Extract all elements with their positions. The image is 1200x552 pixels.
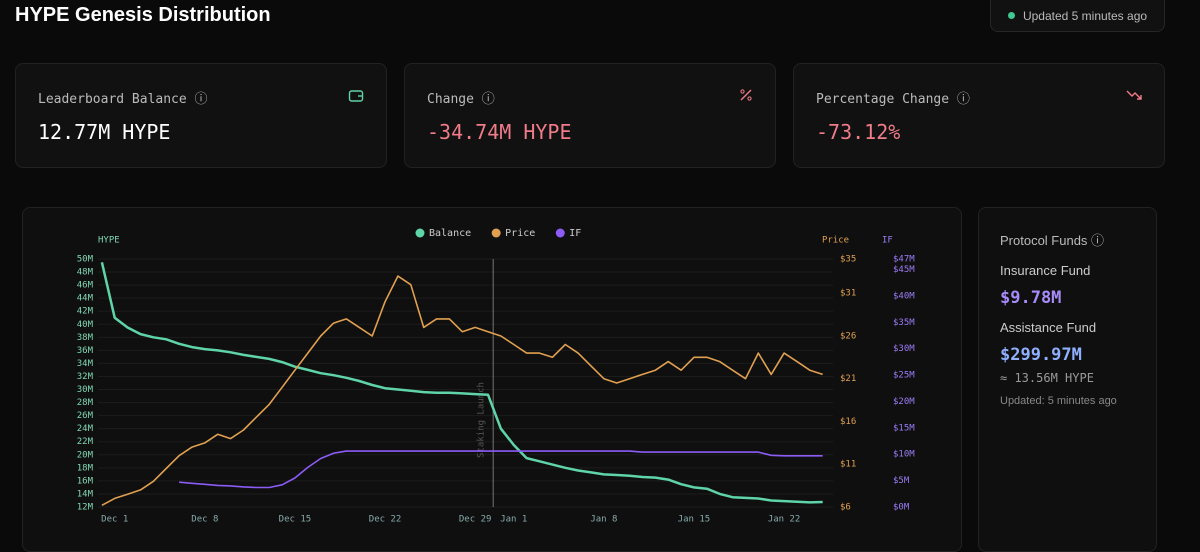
y2-tick-label: $11: [840, 460, 856, 470]
y-tick-label: 18M: [77, 463, 94, 473]
x-tick-label: Jan 15: [678, 515, 711, 525]
card-label: Leaderboard Balance ⓘ: [38, 92, 208, 107]
percent-icon: [740, 89, 752, 101]
y-tick-label: 20M: [77, 450, 94, 460]
x-tick-label: Dec 29: [459, 515, 492, 525]
legend-label: Price: [505, 228, 535, 239]
y2-axis-title: Price: [822, 236, 849, 246]
series-line: [179, 450, 823, 489]
card-label: Change ⓘ: [427, 92, 495, 107]
y3-tick-label: $25M: [893, 371, 915, 381]
page-title: HYPE Genesis Distribution: [15, 4, 271, 26]
card-label-text: Change: [427, 92, 474, 107]
legend-swatch: [555, 228, 565, 238]
y-tick-label: 38M: [77, 333, 94, 343]
y-tick-label: 46M: [77, 281, 94, 291]
y-tick-label: 22M: [77, 437, 94, 447]
y-tick-label: 42M: [77, 307, 94, 317]
legend-label: IF: [569, 228, 581, 239]
y-tick-label: 12M: [77, 503, 94, 513]
fund-value: $9.78M: [1000, 288, 1062, 308]
annotation-label: Staking Launch: [477, 382, 487, 458]
stat-card: Leaderboard Balance ⓘ 12.77M HYPE: [15, 63, 387, 168]
x-tick-label: Dec 15: [279, 515, 312, 525]
y-tick-label: 48M: [77, 268, 94, 278]
card-value: -34.74M HYPE: [427, 120, 572, 144]
card-value: 12.77M HYPE: [38, 120, 171, 144]
card-label: Percentage Change ⓘ: [816, 92, 970, 107]
x-tick-label: Dec 22: [369, 515, 402, 525]
status-dot: [1007, 12, 1015, 19]
y-tick-label: 36M: [77, 346, 94, 356]
y-tick-label: 28M: [77, 398, 94, 408]
y-tick-label: 14M: [77, 489, 94, 499]
y-tick-label: 24M: [77, 424, 94, 434]
trend-down-icon: [1126, 90, 1142, 100]
y-tick-label: 34M: [77, 359, 94, 369]
y-tick-label: 32M: [77, 372, 94, 382]
panel-title: Protocol Funds ⓘ: [1000, 233, 1105, 248]
y2-tick-label: $21: [840, 374, 856, 384]
x-tick-label: Jan 22: [768, 515, 801, 525]
legend-label: Balance: [429, 228, 471, 239]
fund-label: Insurance Fund: [1000, 263, 1091, 278]
status-text: Updated 5 minutes ago: [1022, 8, 1148, 23]
y2-tick-label: $26: [840, 331, 856, 341]
status-badge: Updated 5 minutes ago: [990, 0, 1165, 32]
y-tick-label: 44M: [77, 294, 94, 304]
series-line: [100, 262, 823, 504]
fund-note: ≈ 13.56M HYPE: [1000, 371, 1094, 385]
y3-tick-label: $10M: [893, 450, 915, 460]
y3-tick-label: $47M: [893, 255, 915, 265]
x-tick-label: Jan 1: [500, 515, 527, 525]
y-tick-label: 50M: [77, 255, 94, 265]
card-label-text: Leaderboard Balance: [38, 92, 187, 107]
y2-tick-label: $6: [840, 503, 851, 513]
wallet-icon: [348, 90, 364, 102]
y3-tick-label: $35M: [893, 318, 915, 328]
y3-tick-label: $0M: [893, 503, 910, 513]
y2-tick-label: $35: [840, 255, 856, 265]
y-tick-label: 16M: [77, 476, 94, 486]
chart-panel: [22, 207, 962, 552]
legend-swatch: [415, 228, 425, 238]
panel-title-text: Protocol Funds: [1000, 233, 1088, 248]
y2-tick-label: $31: [840, 289, 856, 299]
y-tick-label: 40M: [77, 320, 94, 330]
fund-label: Assistance Fund: [1000, 320, 1097, 335]
y-tick-label: 26M: [77, 411, 94, 421]
fund-value: $299.97M: [1000, 345, 1082, 365]
updated-text: Updated: 5 minutes ago: [1000, 395, 1117, 407]
y-axis-title: HYPE: [98, 236, 120, 246]
x-tick-label: Jan 8: [590, 515, 617, 525]
y3-axis-title: IF: [882, 236, 893, 246]
y3-tick-label: $30M: [893, 344, 915, 354]
series-line: [101, 275, 823, 507]
card-label-text: Percentage Change: [816, 92, 950, 107]
legend-swatch: [491, 228, 501, 238]
x-tick-label: Dec 1: [101, 515, 128, 525]
y3-tick-label: $45M: [893, 265, 915, 275]
stat-card: Percentage Change ⓘ -73.12%: [793, 63, 1165, 168]
y3-tick-label: $15M: [893, 423, 915, 433]
y2-tick-label: $16: [840, 417, 856, 427]
y3-tick-label: $20M: [893, 397, 915, 407]
y3-tick-label: $5M: [893, 476, 910, 486]
card-value: -73.12%: [816, 120, 901, 144]
y3-tick-label: $40M: [893, 291, 915, 301]
x-tick-label: Dec 8: [191, 515, 218, 525]
stat-card: Change ⓘ -34.74M HYPE: [404, 63, 776, 168]
protocol-funds-panel: Protocol Funds ⓘ Insurance Fund $9.78M A…: [978, 207, 1157, 552]
y-tick-label: 30M: [77, 385, 94, 395]
